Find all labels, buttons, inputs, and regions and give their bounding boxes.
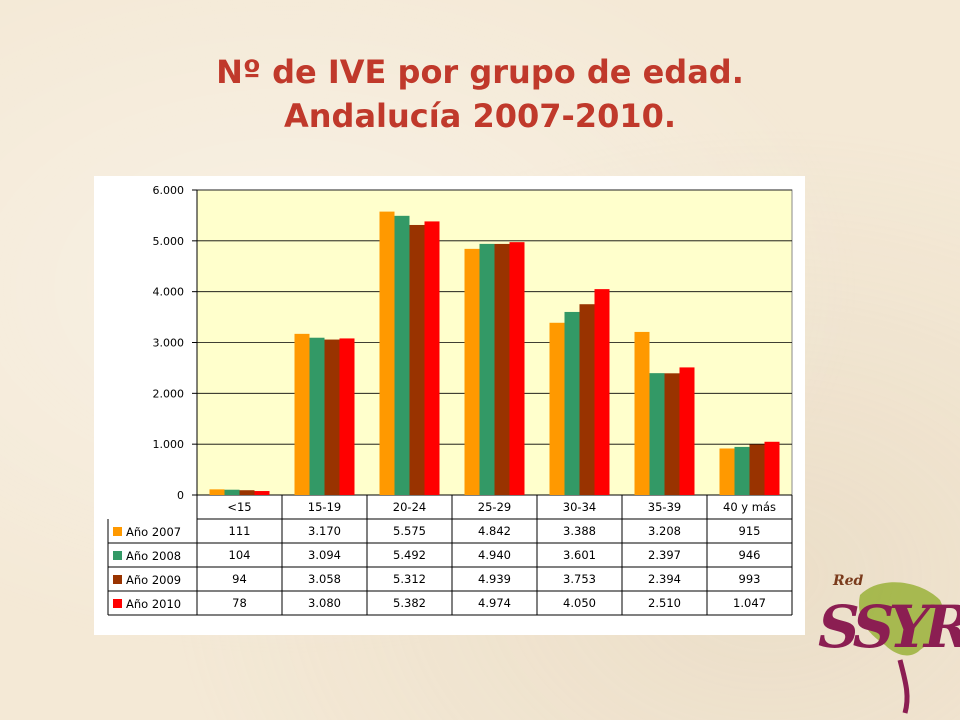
bar-40-y-m-s-series-3 [749, 444, 765, 495]
legend-swatch [113, 527, 122, 536]
y-tick-label: 4.000 [153, 286, 185, 299]
chart-panel: 0 1.000 2.000 3.000 4.000 5.000 6.000 <15 15-19 2… [94, 176, 805, 635]
bar--15-series-3 [239, 490, 255, 495]
bar--15-series-4 [254, 491, 270, 495]
x-tick-label: 20-24 [393, 500, 426, 514]
data-label: 4.974 [478, 596, 511, 610]
logo-map-shape [859, 582, 944, 714]
y-tick-label: 2.000 [153, 387, 185, 400]
bar-20-24-series-1 [379, 211, 395, 495]
legend-label: Año 2010 [126, 597, 181, 611]
bar-30-34-series-4 [594, 289, 610, 495]
y-tick-label: 6.000 [153, 184, 185, 197]
bar-25-29-series-4 [509, 242, 525, 495]
bar-15-19-series-1 [294, 333, 310, 495]
bar-40-y-m-s-series-2 [734, 446, 750, 495]
data-label: 3.601 [563, 548, 596, 562]
slide-title: Nº de IVE por grupo de edad. Andalucía 2… [0, 50, 960, 138]
bar-30-34-series-3 [579, 304, 595, 495]
x-tick-label: 30-34 [563, 500, 596, 514]
bar-20-24-series-4 [424, 221, 440, 495]
legend-label: Año 2008 [126, 549, 181, 563]
data-label: 111 [229, 524, 251, 538]
bar-25-29-series-1 [464, 248, 480, 495]
bar-25-29-series-3 [494, 243, 510, 495]
data-label: 3.208 [648, 524, 681, 538]
data-label: 946 [739, 548, 761, 562]
data-label: 5.492 [393, 548, 426, 562]
legend-swatch [113, 599, 122, 608]
bar-35-39-series-1 [634, 331, 650, 495]
data-label: 4.939 [478, 572, 511, 586]
x-tick-label: 25-29 [478, 500, 511, 514]
y-tick-label: 1.000 [153, 438, 185, 451]
data-label: 94 [232, 572, 247, 586]
x-tick-label: 15-19 [308, 500, 341, 514]
data-label: 2.397 [648, 548, 681, 562]
data-label: 4.842 [478, 524, 511, 538]
bar-35-39-series-3 [664, 373, 680, 495]
data-label: 1.047 [733, 596, 766, 610]
y-tick-label: 5.000 [153, 235, 185, 248]
bar-20-24-series-3 [409, 224, 425, 495]
data-label: 5.312 [393, 572, 426, 586]
bar--15-series-1 [209, 489, 225, 495]
bar-40-y-m-s-series-1 [719, 448, 735, 495]
data-label: 5.575 [393, 524, 426, 538]
legend-label: Año 2009 [126, 573, 181, 587]
slide-title-line2: Andalucía 2007-2010. [283, 97, 677, 135]
data-label: 3.753 [563, 572, 596, 586]
x-tick-label: 35-39 [648, 500, 681, 514]
data-label: 78 [232, 596, 247, 610]
data-label: 3.388 [563, 524, 596, 538]
data-label: 4.940 [478, 548, 511, 562]
logo-red-text: Red [833, 573, 864, 589]
data-label: 3.094 [308, 548, 341, 562]
bar--15-series-2 [224, 489, 240, 495]
bar-30-34-series-2 [564, 311, 580, 495]
data-label: 3.080 [308, 596, 341, 610]
bar-35-39-series-2 [649, 373, 665, 495]
bar-25-29-series-2 [479, 243, 495, 495]
x-tick-label: 40 y más [723, 500, 776, 514]
logo-ssyr-text: SSYR [818, 593, 960, 661]
bar-15-19-series-4 [339, 338, 355, 495]
data-label: 915 [739, 524, 761, 538]
data-label: 3.058 [308, 572, 341, 586]
y-tick-label: 0 [177, 489, 184, 502]
slide-title-line1: Nº de IVE por grupo de edad. [216, 53, 744, 91]
data-label: 2.510 [648, 596, 681, 610]
legend-swatch [113, 551, 122, 560]
bar-30-34-series-1 [549, 322, 565, 495]
bar-15-19-series-3 [324, 339, 340, 495]
y-tick-label: 3.000 [153, 337, 185, 350]
bar-15-19-series-2 [309, 337, 325, 495]
bar-chart: 0 1.000 2.000 3.000 4.000 5.000 6.000 <15 15-19 2… [107, 184, 793, 616]
bar-20-24-series-2 [394, 215, 410, 495]
data-label: 3.170 [308, 524, 341, 538]
data-label: 104 [229, 548, 251, 562]
bar-35-39-series-4 [679, 367, 695, 495]
legend-label: Año 2007 [126, 525, 181, 539]
red-ssyr-logo: Red SSYR [800, 565, 960, 715]
x-tick-label: <15 [227, 500, 251, 514]
bar-40-y-m-s-series-4 [764, 441, 780, 495]
data-label: 5.382 [393, 596, 426, 610]
data-label: 4.050 [563, 596, 596, 610]
data-label: 993 [739, 572, 761, 586]
data-label: 2.394 [648, 572, 681, 586]
legend-swatch [113, 575, 122, 584]
